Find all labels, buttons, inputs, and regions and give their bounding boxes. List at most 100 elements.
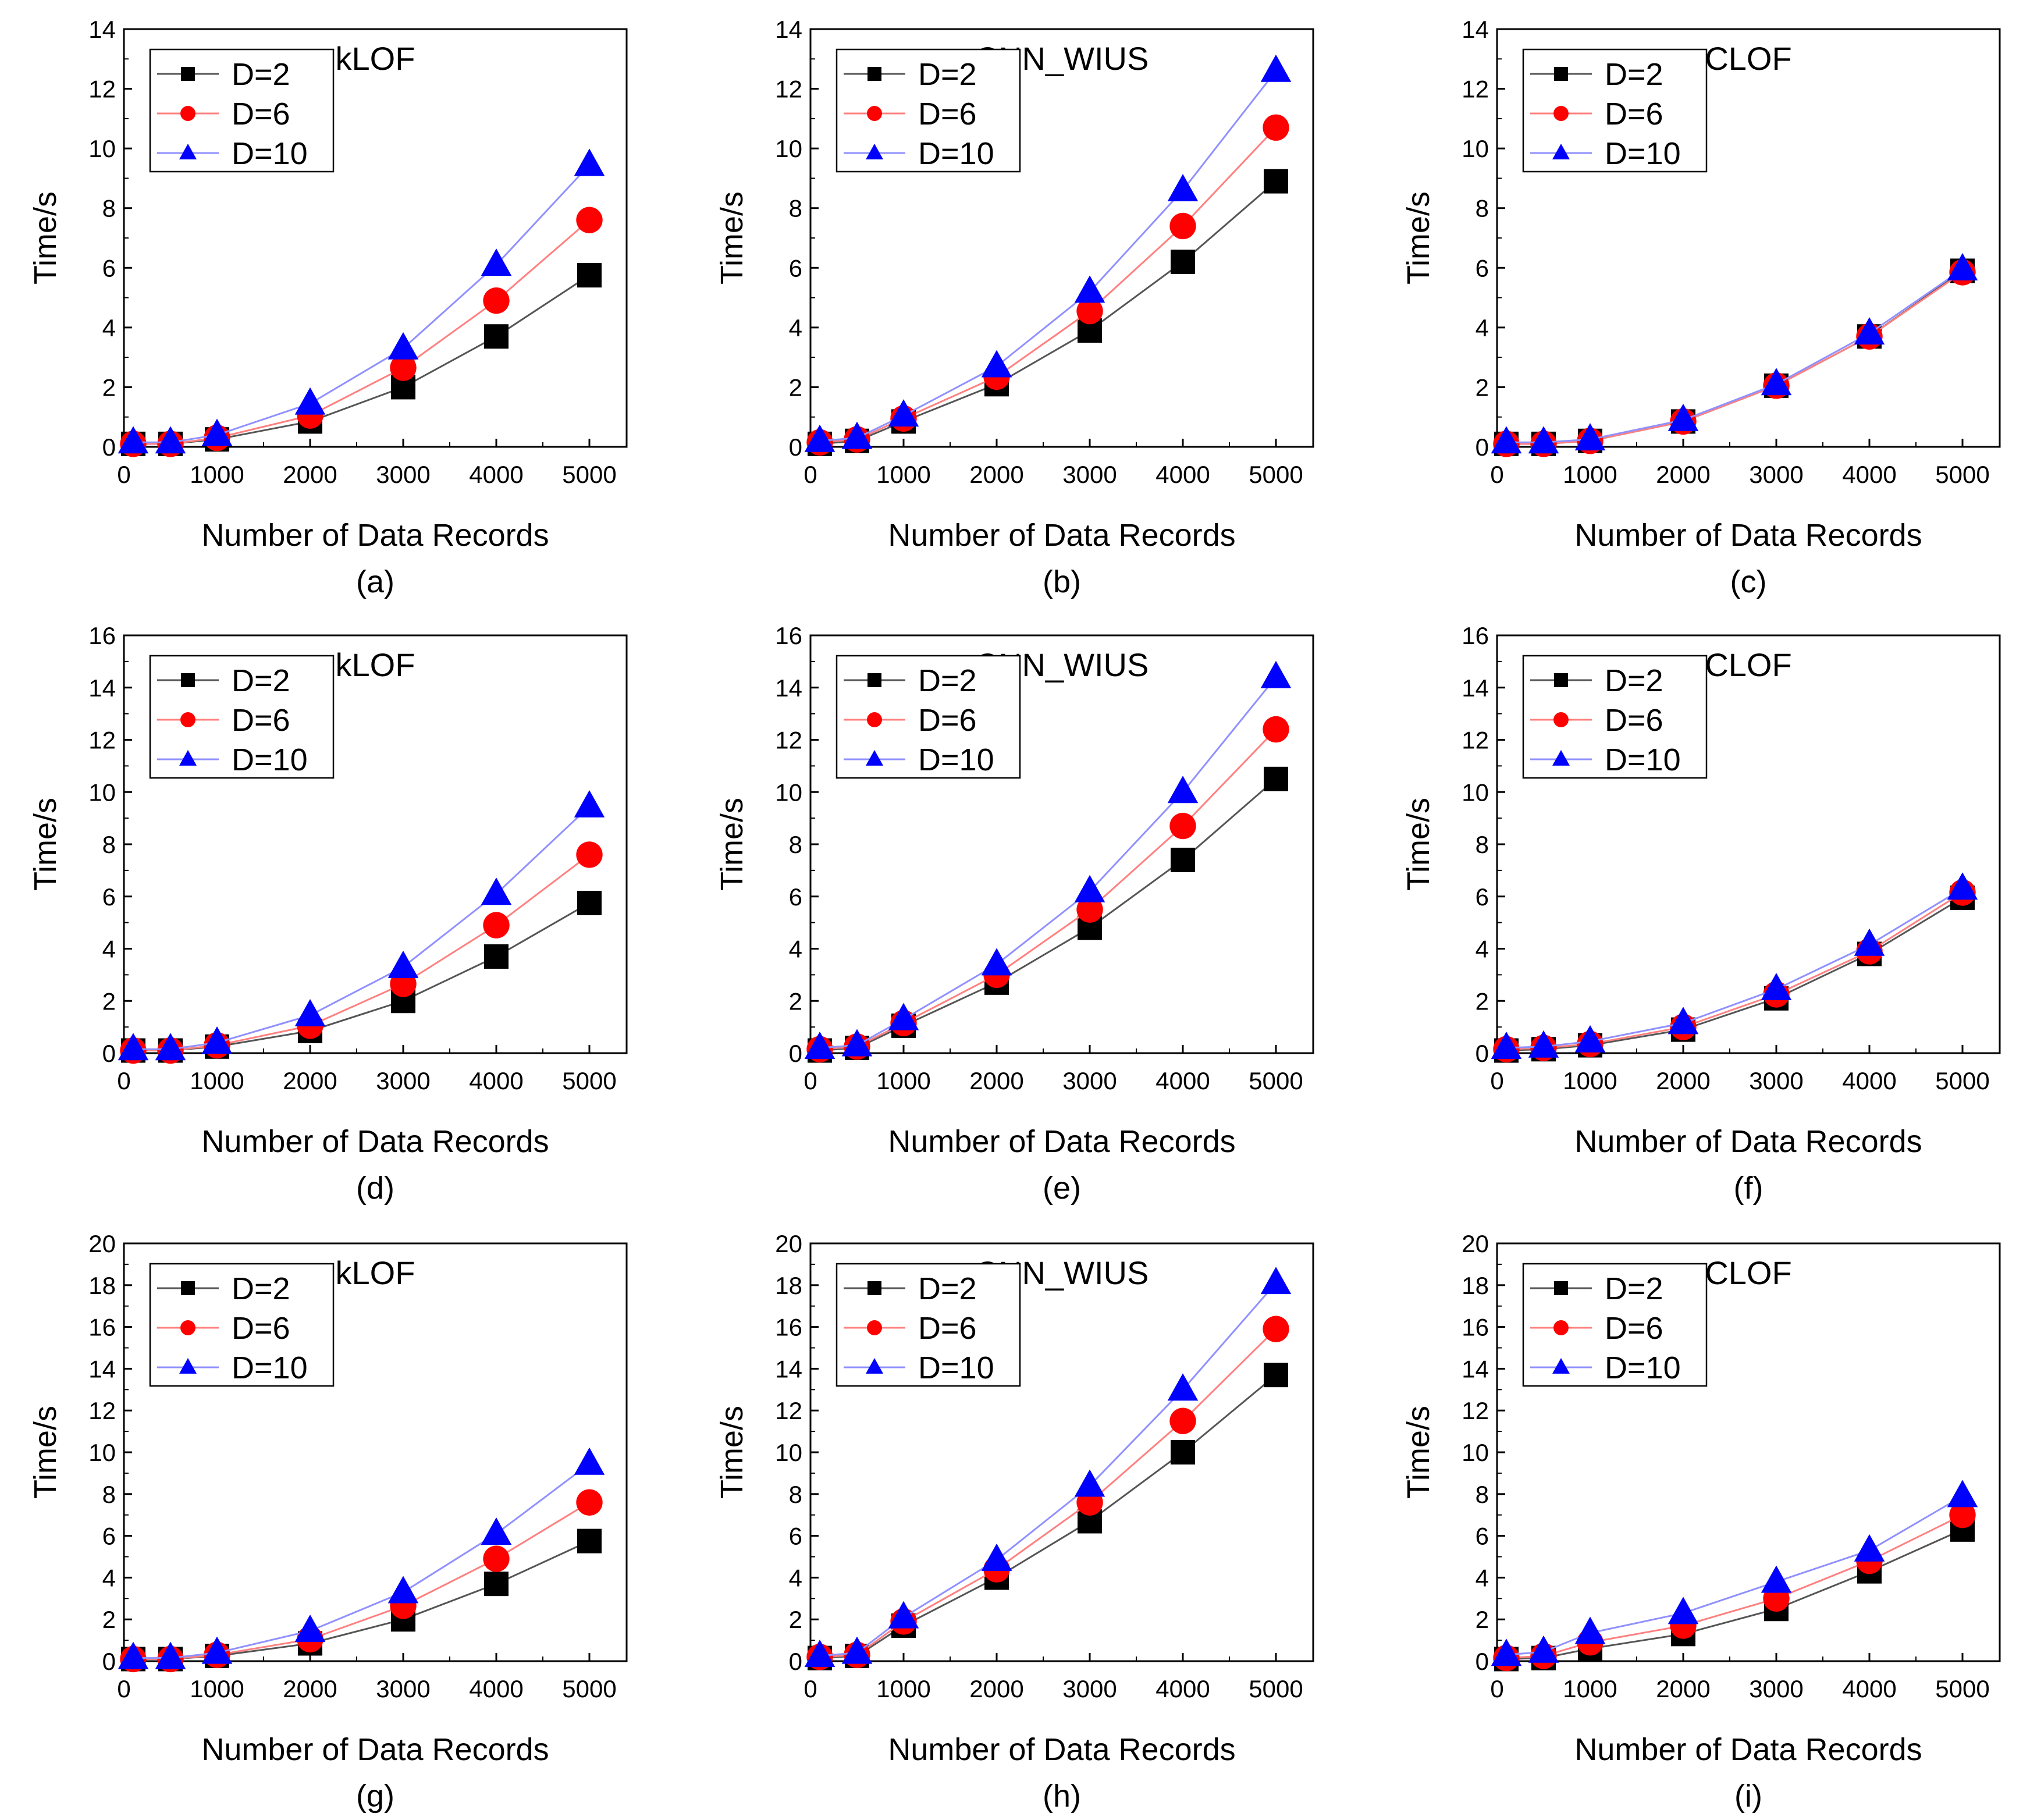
data-point-d10 [1668, 403, 1699, 431]
y-axis-title: Time/s [28, 798, 63, 891]
legend-label-d2: D=2 [1605, 57, 1663, 92]
data-point-d10 [1947, 1480, 1978, 1508]
legend-label-d10: D=10 [918, 742, 994, 777]
legend-label-d2: D=2 [232, 1271, 290, 1306]
data-point-d10 [481, 1517, 512, 1545]
legend: D=2 D=6 D=10 [1522, 48, 1708, 173]
data-point-d2 [484, 944, 509, 969]
series-line-d2 [1506, 897, 1963, 1052]
data-point-d10 [1574, 423, 1606, 451]
y-tick-label: 0 [1476, 1648, 1489, 1675]
y-tick-label: 18 [88, 1272, 116, 1299]
series-line-d2 [819, 180, 1277, 445]
y-tick-label: 18 [1462, 1272, 1489, 1299]
series-d2 [1494, 258, 1975, 456]
x-tick-label: 2000 [969, 461, 1023, 488]
legend-label-d2: D=2 [1605, 663, 1663, 698]
series-d2 [1494, 1517, 1975, 1672]
chart-panel-d: 0 2 4 6 8 10 12 14 16 0 1000 2000 3000 4000 5000 Number… [28, 622, 628, 1206]
x-tick-label: 2000 [1656, 1675, 1710, 1702]
legend-box [149, 48, 335, 173]
y-tick-label: 14 [1462, 674, 1489, 702]
x-tick-label: 1000 [876, 1067, 930, 1094]
x-axis-title: Number of Data Records [888, 1732, 1235, 1767]
x-tick-label: 3000 [1749, 461, 1803, 488]
x-tick-label: 1000 [876, 461, 930, 488]
data-point-d10 [804, 1640, 835, 1667]
data-point-d10 [574, 1447, 605, 1475]
data-point-d10 [118, 1033, 149, 1061]
y-axis-title: Time/s [28, 1406, 63, 1499]
chart-panel-e: 0 2 4 6 8 10 12 14 16 0 1000 2000 3000 4000 5000 Number… [714, 622, 1314, 1206]
series-line-d2 [819, 778, 1277, 1052]
data-point-d6 [1263, 716, 1289, 743]
legend-box [149, 1263, 335, 1387]
y-tick-label: 4 [102, 314, 116, 342]
y-axis-title: Time/s [1401, 191, 1436, 285]
legend-marker-d2 [181, 673, 195, 687]
x-tick-label: 1000 [190, 1067, 244, 1094]
x-tick-label: 2000 [969, 1675, 1023, 1702]
data-point-d2 [1171, 250, 1195, 275]
y-tick-label: 0 [1476, 433, 1489, 461]
x-tick-label: 2000 [283, 1675, 337, 1702]
legend-label-d2: D=2 [918, 1271, 977, 1306]
series-d2 [808, 766, 1288, 1063]
legend-label-d6: D=6 [232, 97, 290, 131]
y-tick-label: 14 [88, 1355, 116, 1382]
data-point-d10 [1574, 1616, 1606, 1644]
data-point-d10 [1947, 253, 1978, 280]
data-point-d6 [483, 912, 510, 939]
y-tick-label: 6 [1476, 883, 1489, 911]
y-tick-label: 16 [775, 622, 802, 649]
panel-caption: (i) [1734, 1779, 1762, 1814]
method-label: CLOF [1705, 1254, 1791, 1291]
y-tick-label: 6 [102, 883, 116, 911]
legend-box [149, 655, 335, 779]
x-tick-label: 4000 [469, 1675, 523, 1702]
data-point-d10 [481, 877, 512, 905]
y-tick-label: 4 [1476, 314, 1489, 342]
data-point-d6 [483, 287, 510, 314]
chart-panel-g: 0 2 4 6 8 10 12 14 16 18 20 0 1000 2000 3000 4000 5000 Nu… [28, 1230, 628, 1814]
y-tick-label: 0 [102, 1040, 116, 1067]
legend-label-d6: D=6 [1605, 1311, 1663, 1346]
y-tick-label: 12 [1462, 1397, 1489, 1424]
x-tick-label: 5000 [1249, 1067, 1303, 1094]
x-tick-label: 1000 [1563, 461, 1617, 488]
data-point-d2 [484, 1572, 509, 1597]
series-line-d10 [133, 164, 591, 443]
x-tick-label: 5000 [1935, 1067, 1989, 1094]
series-line-d6 [133, 854, 590, 1052]
y-tick-label: 6 [1476, 254, 1489, 282]
data-point-d6 [1263, 1316, 1289, 1342]
method-label: kLOF [336, 1254, 415, 1291]
y-tick-label: 0 [1476, 1040, 1489, 1067]
data-point-d2 [1264, 169, 1288, 194]
data-point-d10 [1528, 426, 1559, 454]
x-tick-label: 0 [117, 1067, 130, 1094]
data-point-d10 [481, 248, 512, 276]
y-axis-title: Time/s [714, 1406, 749, 1499]
x-axis-title: Number of Data Records [201, 1732, 549, 1767]
x-axis-title: Number of Data Records [201, 1124, 549, 1159]
legend-marker-d10 [1552, 750, 1570, 766]
x-tick-label: 5000 [562, 461, 616, 488]
y-tick-label: 10 [775, 779, 802, 806]
x-tick-label: 5000 [562, 1675, 616, 1702]
legend: D=2 D=6 D=10 [835, 1263, 1021, 1387]
series-d10 [1491, 872, 1978, 1059]
x-tick-label: 1000 [1563, 1675, 1617, 1702]
series-line-d10 [133, 1463, 590, 1659]
method-label: kLOF [336, 646, 415, 683]
y-tick-label: 10 [1462, 779, 1489, 806]
legend-marker-d6 [867, 712, 882, 727]
legend-marker-d6 [1553, 106, 1569, 121]
data-point-d2 [1171, 847, 1195, 872]
x-axis-title: Number of Data Records [201, 518, 549, 553]
y-axis-title: Time/s [714, 191, 749, 285]
data-point-d10 [1260, 1267, 1292, 1295]
y-tick-label: 14 [775, 16, 802, 43]
series-d2 [121, 1528, 602, 1672]
series-d6 [1493, 259, 1976, 457]
